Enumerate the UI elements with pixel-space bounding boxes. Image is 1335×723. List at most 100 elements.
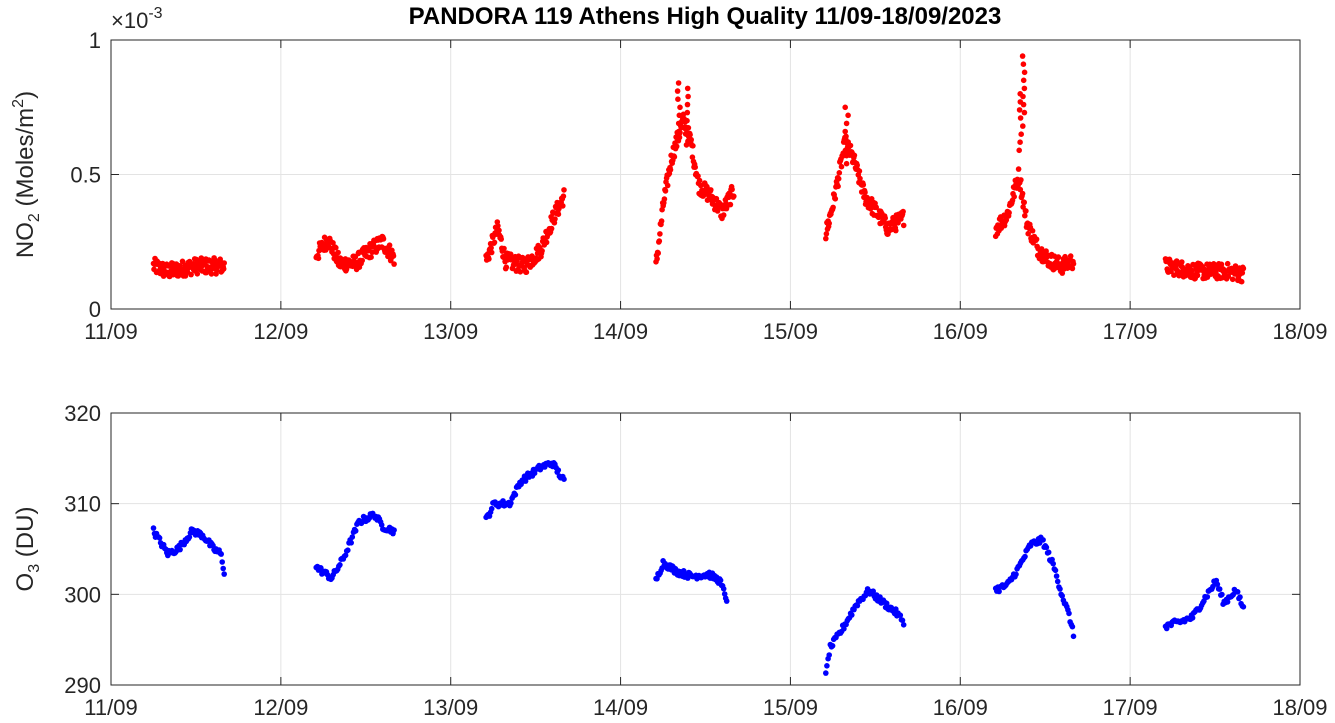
data-point (667, 167, 674, 173)
data-point (560, 203, 566, 209)
data-point (1033, 236, 1040, 242)
data-point (1017, 139, 1023, 145)
x-tick-label: 11/09 (84, 695, 137, 720)
o3-panel: 11/09 12/09 13/09 14/09 15/09 16/09 17/09 18/09… (12, 401, 1328, 720)
data-point (517, 269, 524, 275)
data-point (830, 204, 836, 211)
data-point (1017, 115, 1024, 121)
x-tick-label: 14/09 (593, 319, 648, 344)
data-point (1194, 272, 1201, 279)
data-point (674, 88, 681, 94)
data-point (823, 231, 830, 237)
data-point (723, 598, 730, 604)
data-point (488, 249, 495, 256)
data-point (1038, 246, 1045, 252)
x-tick-label: 18/09 (1272, 319, 1327, 344)
data-point (177, 546, 183, 553)
x-tick-label: 11/09 (84, 319, 137, 344)
y-tick-label: 290 (64, 673, 101, 698)
data-point (1067, 253, 1074, 259)
data-point (501, 245, 507, 252)
x-tick-label: 15/09 (763, 319, 818, 344)
data-point (1029, 228, 1036, 234)
data-point (1016, 107, 1023, 113)
data-point (1021, 85, 1028, 92)
data-point (996, 588, 1002, 595)
x-tick-label: 13/09 (423, 319, 478, 344)
data-point (1020, 77, 1027, 84)
data-point (552, 216, 558, 222)
data-point (543, 239, 550, 246)
data-point (523, 269, 530, 276)
data-point (1189, 267, 1195, 274)
data-point (194, 271, 201, 277)
data-point (1019, 53, 1026, 59)
data-point (1214, 581, 1221, 588)
data-point (390, 253, 397, 259)
data-point (900, 208, 906, 215)
data-point (695, 173, 701, 179)
data-point (1017, 99, 1024, 105)
data-point (900, 222, 907, 229)
data-point (555, 211, 562, 217)
data-point (1240, 604, 1247, 610)
data-point (386, 242, 393, 248)
data-point (1006, 209, 1012, 216)
data-point (842, 104, 848, 111)
data-point (1020, 61, 1027, 67)
data-point (696, 177, 703, 184)
data-point (1069, 265, 1076, 272)
data-point (150, 525, 157, 531)
data-point (897, 612, 904, 618)
x-tick-label: 17/09 (1103, 695, 1158, 720)
data-point (860, 182, 867, 188)
data-point (1015, 166, 1022, 172)
data-point (1224, 260, 1231, 267)
data-point (882, 215, 888, 221)
data-point (857, 175, 863, 182)
data-point (1003, 217, 1010, 223)
data-point (491, 239, 498, 246)
data-point (843, 160, 850, 167)
data-point (391, 261, 397, 267)
data-point (692, 164, 698, 170)
data-point (1018, 177, 1024, 183)
data-point (1017, 91, 1023, 97)
data-point (335, 249, 341, 256)
data-point (1237, 594, 1243, 600)
data-point (686, 134, 692, 140)
data-point (380, 236, 387, 242)
data-point (849, 612, 855, 618)
data-point (1234, 589, 1241, 595)
data-point (684, 109, 691, 116)
data-point (1239, 270, 1246, 276)
data-point (368, 254, 374, 260)
data-point (675, 128, 682, 135)
data-point (1050, 560, 1056, 567)
x-tick-label: 17/09 (1103, 319, 1158, 344)
x-tick-label: 14/09 (593, 695, 648, 720)
data-point (1043, 544, 1050, 551)
data-point (1216, 586, 1223, 592)
data-point (684, 101, 691, 108)
data-point (315, 255, 322, 262)
data-point (689, 154, 696, 160)
data-point (1013, 571, 1019, 578)
data-point (731, 193, 737, 199)
data-point (342, 552, 349, 559)
data-point (727, 201, 734, 208)
y-tick-label: 320 (64, 401, 101, 426)
data-point (539, 248, 545, 254)
data-point (219, 559, 225, 565)
data-point (683, 142, 690, 148)
data-point (1204, 594, 1211, 600)
data-point (824, 663, 830, 669)
y-axis-label: NO2 (Moles/m2) (10, 91, 43, 258)
data-point (856, 168, 863, 174)
data-point (333, 244, 339, 251)
data-point (560, 193, 567, 199)
data-point (221, 571, 227, 577)
data-point (1070, 261, 1077, 267)
plot-area-frame (110, 412, 1301, 686)
data-point (1057, 586, 1063, 592)
